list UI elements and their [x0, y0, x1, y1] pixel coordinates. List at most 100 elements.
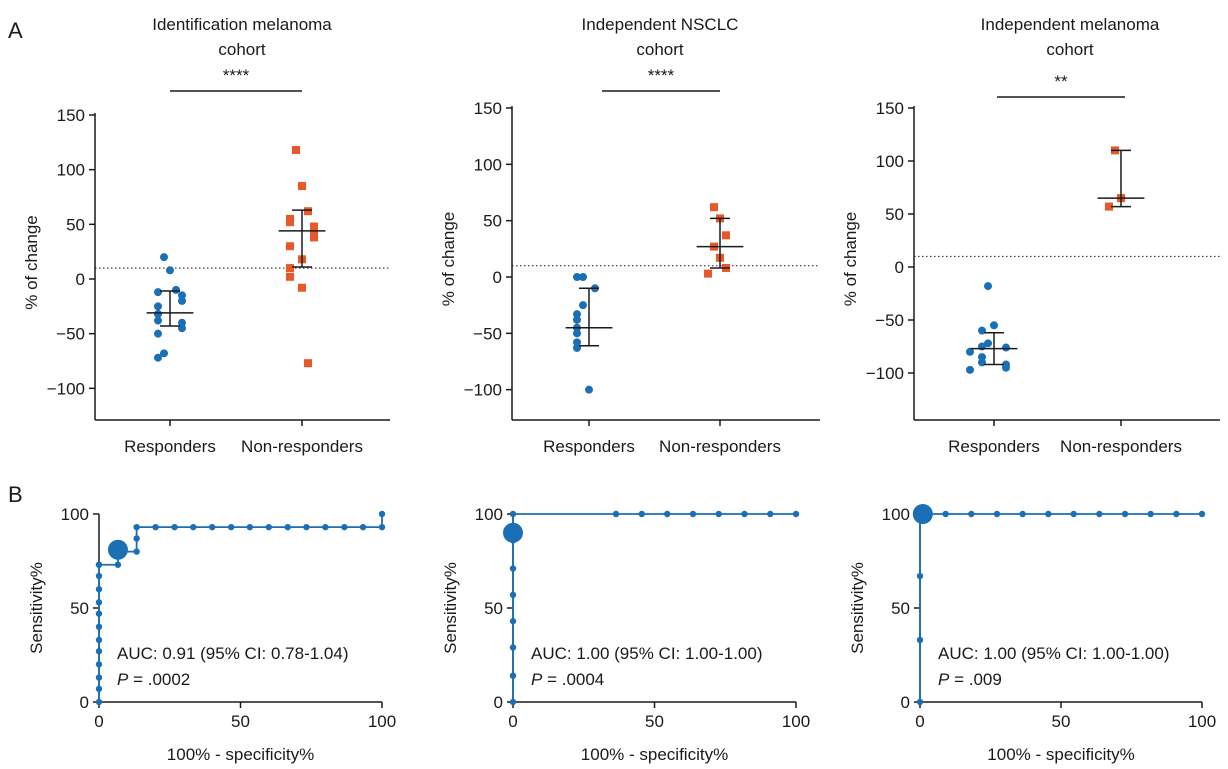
data-point-responder: [573, 329, 581, 338]
roc-panel-3: 0 50 100 0 50 100 100% - specificity% Sensitivi…: [848, 504, 1216, 764]
roc-point: [95, 698, 103, 706]
y-tick-label: 50: [66, 215, 85, 234]
data-point-non-responder: [704, 269, 712, 278]
y-axis-label: % of change: [439, 212, 458, 307]
data-point-responder: [1002, 343, 1010, 352]
x-tick-label: Non-responders: [241, 437, 363, 456]
y-tick-label: 50: [70, 599, 89, 618]
roc-point: [341, 523, 348, 531]
data-point-responder: [154, 353, 162, 362]
data-point-non-responder: [304, 359, 312, 368]
roc-point: [284, 523, 291, 531]
roc-point: [1019, 510, 1026, 518]
roc-optimal-point: [107, 539, 128, 560]
roc-point: [1070, 510, 1077, 518]
y-axis-label: Sensitivity%: [441, 562, 460, 654]
roc-point: [509, 617, 517, 625]
data-point-responder: [984, 339, 992, 348]
roc-point: [612, 510, 620, 518]
y-tick-label: 50: [484, 599, 503, 618]
roc-curve: [512, 513, 796, 702]
roc-point: [767, 510, 774, 518]
y-tick-label: 0: [895, 258, 904, 277]
x-axis-label: 100% - specificity%: [167, 745, 314, 764]
x-tick-label: Responders: [543, 437, 635, 456]
data-point-non-responder: [710, 203, 718, 212]
data-point-non-responder: [310, 233, 318, 242]
data-point-responder: [154, 288, 162, 297]
chart-title-line: Independent NSCLC: [582, 15, 739, 34]
x-tick-label: Responders: [948, 437, 1040, 456]
roc-optimal-point: [503, 522, 523, 543]
roc-point: [322, 523, 329, 531]
y-tick-label: 100: [57, 161, 85, 180]
x-tick-label: 50: [645, 712, 664, 731]
roc-point: [378, 523, 386, 531]
auc-annotation: AUC: 1.00 (95% CI: 1.00-1.00): [531, 644, 763, 663]
y-tick-label: 100: [474, 155, 502, 174]
x-tick-label: Responders: [124, 437, 216, 456]
x-tick-label: 0: [94, 712, 103, 731]
data-point-responder: [966, 365, 974, 374]
x-tick-label: Non-responders: [1060, 437, 1182, 456]
significance-label: ****: [223, 66, 250, 85]
roc-point: [792, 510, 800, 518]
y-tick-label: 0: [76, 270, 85, 289]
roc-point: [95, 685, 103, 693]
chart-title-line: cohort: [1046, 40, 1094, 59]
roc-point: [715, 510, 722, 518]
roc-point: [95, 599, 103, 606]
data-point-responder: [166, 266, 174, 275]
roc-point: [509, 698, 517, 706]
y-tick-label: −100: [47, 379, 85, 398]
y-axis-label: Sensitivity%: [848, 562, 867, 654]
roc-point: [227, 523, 235, 531]
y-tick-label: 150: [876, 99, 904, 118]
data-point-non-responder: [1105, 202, 1113, 211]
auc-annotation: AUC: 1.00 (95% CI: 1.00-1.00): [938, 644, 1170, 663]
y-tick-label: 100: [882, 505, 910, 524]
data-point-non-responder: [722, 231, 730, 240]
roc-point: [993, 510, 1001, 518]
y-axis-label: Sensitivity%: [27, 562, 46, 654]
roc-point: [968, 510, 975, 518]
data-point-non-responder: [298, 182, 306, 191]
roc-point: [95, 586, 103, 593]
y-tick-label: 50: [891, 599, 910, 618]
roc-point: [1198, 510, 1206, 518]
roc-point: [916, 572, 924, 580]
roc-point: [95, 674, 103, 681]
y-tick-label: 0: [901, 693, 910, 712]
roc-point: [95, 623, 103, 630]
roc-panel-2: 0 50 100 0 50 100 100% - specificity% Sensitivi…: [441, 505, 810, 764]
y-tick-label: −50: [875, 311, 904, 330]
roc-point: [741, 510, 748, 518]
roc-point: [114, 561, 122, 568]
roc-point: [1147, 510, 1154, 518]
y-tick-label: 0: [494, 693, 503, 712]
roc-point: [1096, 510, 1103, 518]
y-axis-label: % of change: [841, 212, 860, 307]
data-point-non-responder: [286, 272, 294, 281]
roc-point: [95, 561, 103, 568]
data-point-responder: [154, 302, 162, 311]
x-tick-label: 100: [1188, 712, 1216, 731]
roc-point: [95, 610, 103, 617]
data-point-responder: [579, 273, 587, 281]
data-point-non-responder: [304, 207, 312, 216]
significance-label: **: [1054, 72, 1068, 91]
data-point-non-responder: [310, 229, 318, 238]
data-point-responder: [573, 315, 581, 324]
data-point-responder: [573, 273, 581, 281]
chart-title-line: cohort: [636, 40, 684, 59]
roc-point: [1045, 510, 1052, 518]
roc-point: [209, 523, 216, 531]
x-tick-label: 50: [1052, 712, 1071, 731]
y-axis-label: % of change: [22, 215, 41, 310]
panel-label-a: A: [8, 18, 23, 43]
x-tick-label: 50: [231, 712, 250, 731]
y-tick-label: 100: [876, 152, 904, 171]
p-value-annotation: P = .0004: [531, 670, 604, 689]
y-tick-label: 0: [80, 693, 89, 712]
